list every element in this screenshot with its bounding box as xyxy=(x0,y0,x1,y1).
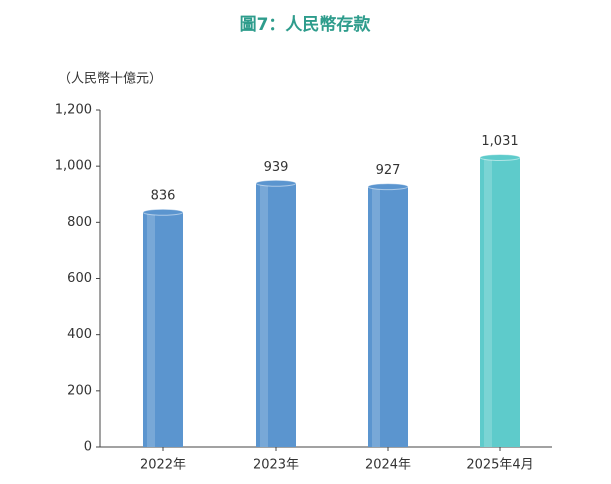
value-label: 1,031 xyxy=(481,134,518,149)
y-tick-label: 1,200 xyxy=(55,103,92,118)
bar-cap xyxy=(479,153,521,161)
x-tick-label: 2022年 xyxy=(140,458,186,473)
bar-highlight xyxy=(372,186,380,448)
y-axis-label: （人民幣十億元） xyxy=(58,71,162,87)
bar xyxy=(368,186,408,448)
y-tick-label: 200 xyxy=(67,383,92,398)
bar-cap xyxy=(255,179,297,187)
x-tick-label: 2024年 xyxy=(365,458,411,473)
y-tick-label: 0 xyxy=(84,440,92,455)
bar xyxy=(480,157,520,448)
value-label: 836 xyxy=(151,189,176,204)
x-tick-label: 2023年 xyxy=(253,458,299,473)
y-tick-label: 800 xyxy=(67,215,92,230)
bar xyxy=(256,183,296,448)
y-tick-label: 600 xyxy=(67,271,92,286)
bar xyxy=(143,212,183,447)
bar-cap xyxy=(367,183,409,191)
value-label: 939 xyxy=(264,160,289,175)
chart-title: 圖7：人民幣存款 xyxy=(240,14,372,35)
y-tick-label: 1,000 xyxy=(55,159,92,174)
bar-cap xyxy=(142,208,184,216)
y-tick-label: 400 xyxy=(67,327,92,342)
bar-highlight xyxy=(484,157,492,448)
x-tick-label: 2025年4月 xyxy=(466,458,533,473)
bar-highlight xyxy=(260,183,268,448)
bar-highlight xyxy=(147,212,155,447)
value-label: 927 xyxy=(376,163,401,178)
